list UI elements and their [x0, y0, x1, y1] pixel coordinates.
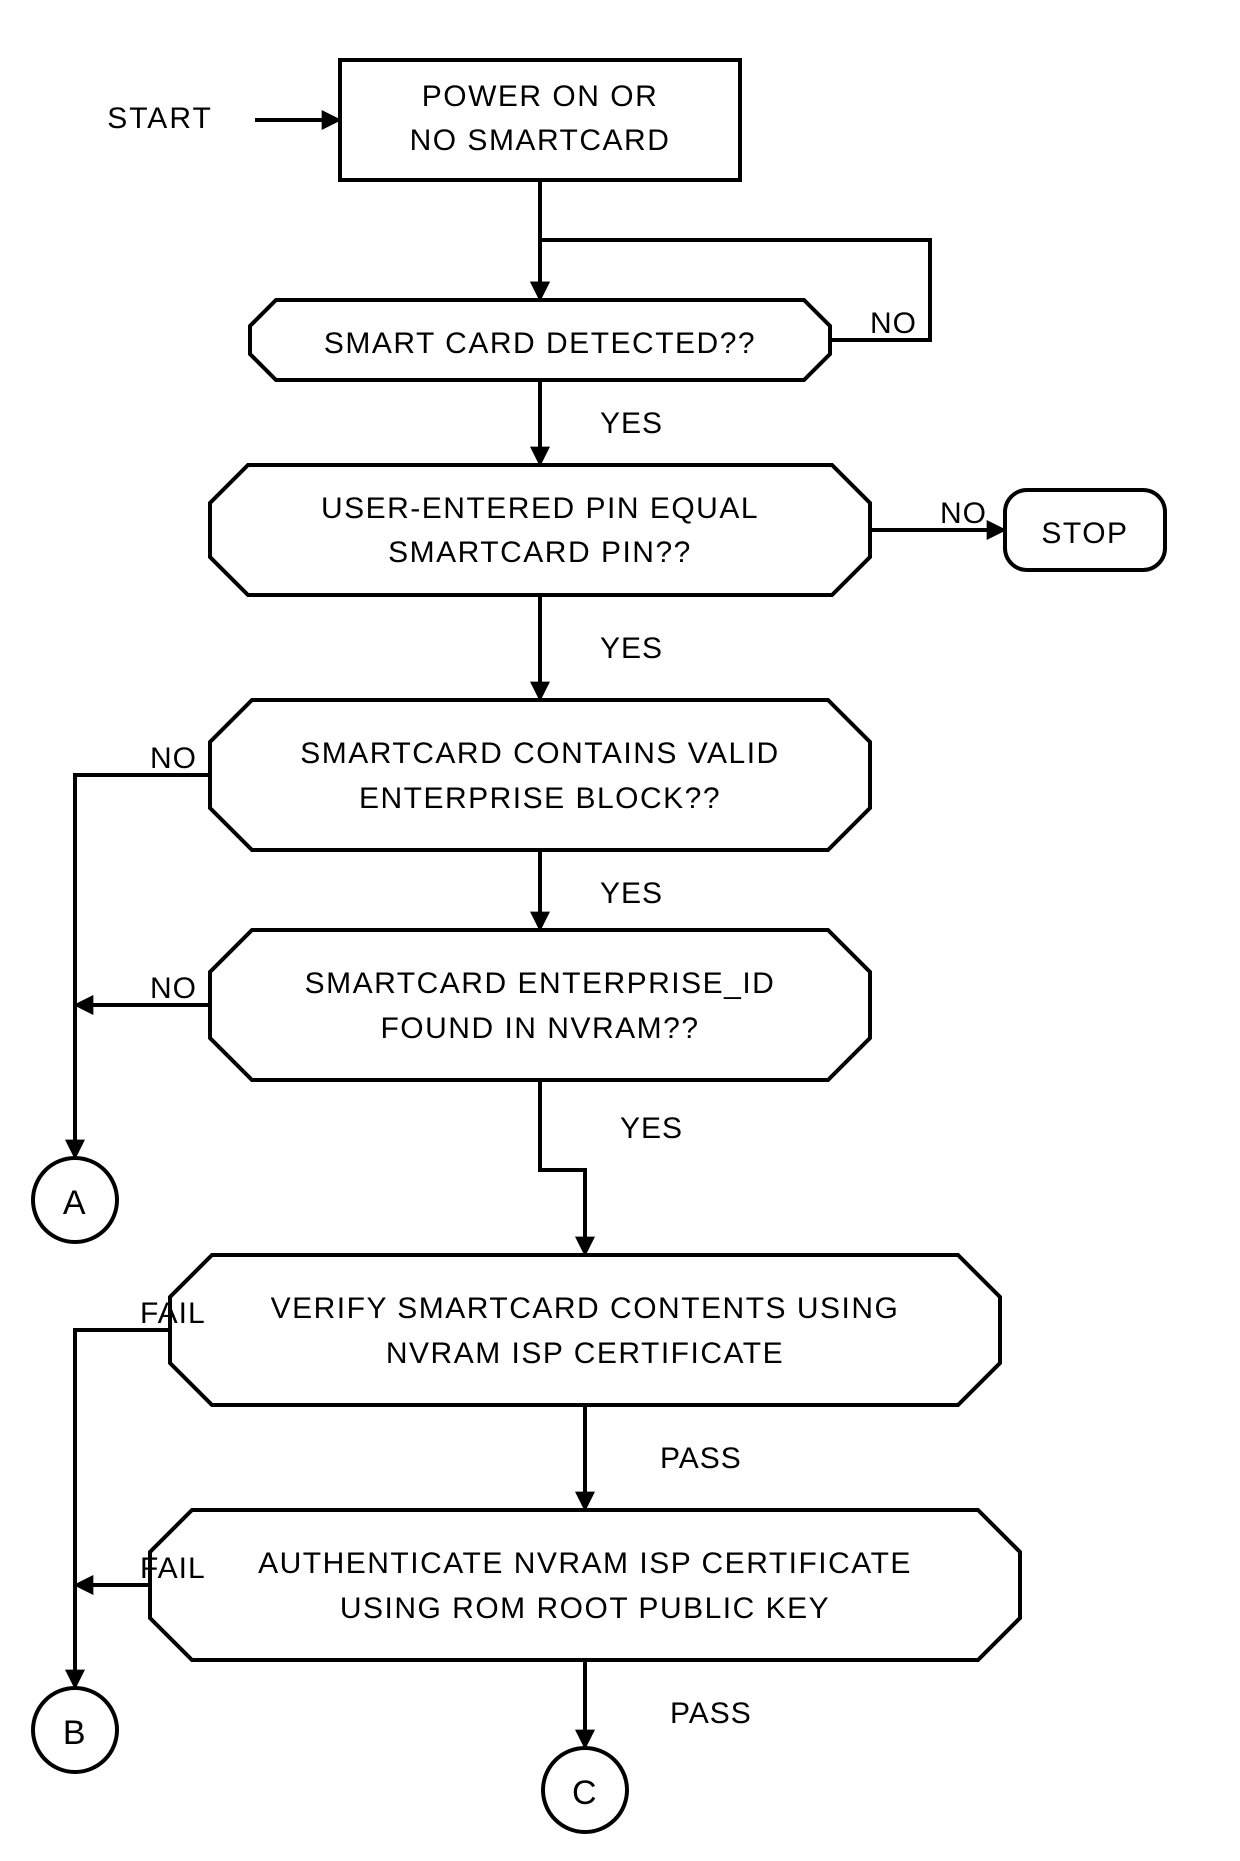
edge [540, 1080, 585, 1255]
process-n1 [340, 60, 740, 180]
edge-label-yes: YES [600, 632, 663, 665]
start-label: START [107, 102, 213, 135]
n5-line2: FOUND IN NVRAM?? [380, 1012, 699, 1045]
n6-line2: NVRAM ISP CERTIFICATE [386, 1337, 784, 1370]
n4-line2: ENTERPRISE BLOCK?? [359, 782, 721, 815]
connector-a-label: A [63, 1184, 87, 1222]
n5-line1: SMARTCARD ENTERPRISE_ID [305, 967, 776, 1000]
decision-n3 [210, 465, 870, 595]
n6-line1: VERIFY SMARTCARD CONTENTS USING [271, 1292, 900, 1325]
edge-label-fail: FAIL [140, 1297, 206, 1330]
connector-c-label: C [572, 1774, 598, 1812]
edge [75, 775, 210, 1158]
connector-b-label: B [63, 1714, 87, 1752]
stop-label: STOP [1041, 517, 1128, 550]
edge-label-yes: YES [600, 407, 663, 440]
n3-line1: USER-ENTERED PIN EQUAL [321, 492, 759, 525]
edge-label-no: NO [150, 742, 197, 775]
n7-line2: USING ROM ROOT PUBLIC KEY [340, 1592, 830, 1625]
edge-label-fail: FAIL [140, 1552, 206, 1585]
decision-n7 [150, 1510, 1020, 1660]
edge-label-yes: YES [600, 877, 663, 910]
edge-label-no: NO [870, 307, 917, 340]
edge-label-no: NO [940, 497, 987, 530]
n1-line2: NO SMARTCARD [410, 124, 671, 157]
flowchart-canvas: START POWER ON OR NO SMARTCARD SMART CARD D… [0, 0, 1240, 1856]
n2-text: SMART CARD DETECTED?? [324, 327, 756, 360]
edge-label-yes: YES [620, 1112, 683, 1145]
decision-n6 [170, 1255, 1000, 1405]
edge-label-pass: PASS [660, 1442, 742, 1475]
edge-label-no: NO [150, 972, 197, 1005]
decision-n4 [210, 700, 870, 850]
n3-line2: SMARTCARD PIN?? [388, 536, 692, 569]
decision-n5 [210, 930, 870, 1080]
n7-line1: AUTHENTICATE NVRAM ISP CERTIFICATE [258, 1547, 912, 1580]
edge [75, 1330, 170, 1688]
n1-line1: POWER ON OR [422, 80, 659, 113]
n4-line1: SMARTCARD CONTAINS VALID [300, 737, 779, 770]
edge-label-pass: PASS [670, 1697, 752, 1730]
